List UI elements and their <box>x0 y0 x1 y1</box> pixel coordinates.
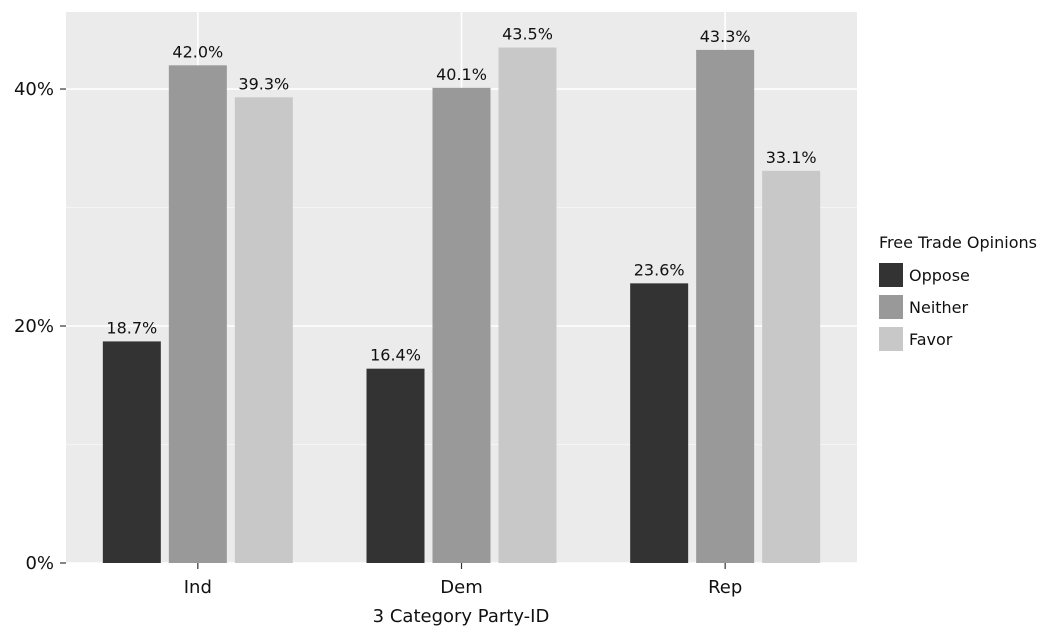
y-tick-label: 40% <box>14 79 54 100</box>
data-labels: 18.7% 16.4% 23.6% 42.0% 40.1% 43.3% 39.3% 43.5%… <box>106 25 816 365</box>
bar <box>234 97 293 563</box>
bar <box>102 341 161 563</box>
x-axis: Ind Dem Rep <box>184 563 742 598</box>
bar <box>366 368 425 563</box>
x-axis-title: 3 Category Party-ID <box>373 606 550 627</box>
bar <box>762 170 821 564</box>
legend-key <box>879 295 903 319</box>
legend-key <box>879 263 903 287</box>
bar <box>696 49 755 564</box>
legend-label: Favor <box>909 330 953 349</box>
bar <box>630 283 689 563</box>
x-tick-label: Dem <box>440 577 482 598</box>
data-label: 43.5% <box>502 25 553 44</box>
legend-key <box>879 327 903 351</box>
x-tick-label: Ind <box>184 577 212 598</box>
y-tick-label: 20% <box>14 316 54 337</box>
data-label: 16.4% <box>370 346 421 365</box>
legend: Free Trade Opinions Oppose Neither Favor <box>879 233 1037 351</box>
data-label: 23.6% <box>634 260 685 279</box>
bar <box>168 65 227 564</box>
data-label: 33.1% <box>766 148 817 167</box>
data-label: 42.0% <box>172 42 223 61</box>
bar <box>498 47 557 563</box>
data-label: 18.7% <box>106 318 157 337</box>
bar <box>432 87 491 564</box>
data-label: 40.1% <box>436 65 487 84</box>
legend-label: Neither <box>909 298 969 317</box>
x-tick-label: Rep <box>708 577 742 598</box>
data-label: 43.3% <box>700 27 751 46</box>
y-tick-label: 0% <box>25 553 54 574</box>
bars <box>102 47 821 564</box>
legend-title: Free Trade Opinions <box>879 233 1037 252</box>
data-label: 39.3% <box>238 74 289 93</box>
y-axis: 0% 20% 40% <box>14 79 66 574</box>
legend-label: Oppose <box>909 266 970 285</box>
